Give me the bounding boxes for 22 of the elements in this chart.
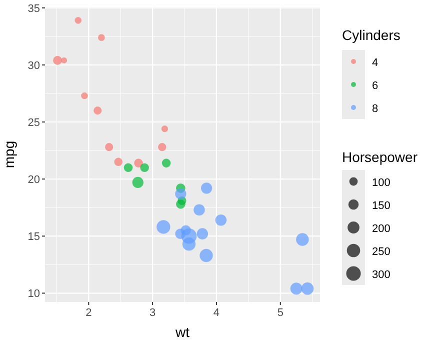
y-tick-label: 15 bbox=[28, 231, 40, 244]
legend-label: 300 bbox=[372, 269, 390, 281]
legend-label: 200 bbox=[372, 223, 390, 235]
x-axis-title: wt bbox=[174, 324, 190, 340]
y-tick-label: 35 bbox=[28, 2, 40, 15]
x-tick-label: 2 bbox=[86, 307, 92, 319]
y-tick-label: 10 bbox=[28, 288, 40, 300]
legend-label: 8 bbox=[372, 103, 378, 115]
x-tick-label: 4 bbox=[213, 307, 220, 319]
y-tick-label: 20 bbox=[28, 174, 40, 186]
legend-title: Cylinders bbox=[342, 27, 400, 43]
x-tick-label: 5 bbox=[277, 307, 284, 319]
y-tick-label: 25 bbox=[28, 116, 40, 129]
legend-label: 250 bbox=[372, 246, 390, 258]
x-tick-label: 3 bbox=[149, 307, 156, 319]
legend-label: 150 bbox=[372, 200, 390, 212]
text: Horsepower bbox=[342, 149, 418, 165]
y-axis-title: mpg bbox=[1, 140, 17, 168]
legend-label: 100 bbox=[372, 177, 390, 189]
y-tick-label: 30 bbox=[28, 60, 40, 72]
legend-label: 6 bbox=[372, 80, 378, 92]
legend-label: 4 bbox=[372, 57, 378, 69]
